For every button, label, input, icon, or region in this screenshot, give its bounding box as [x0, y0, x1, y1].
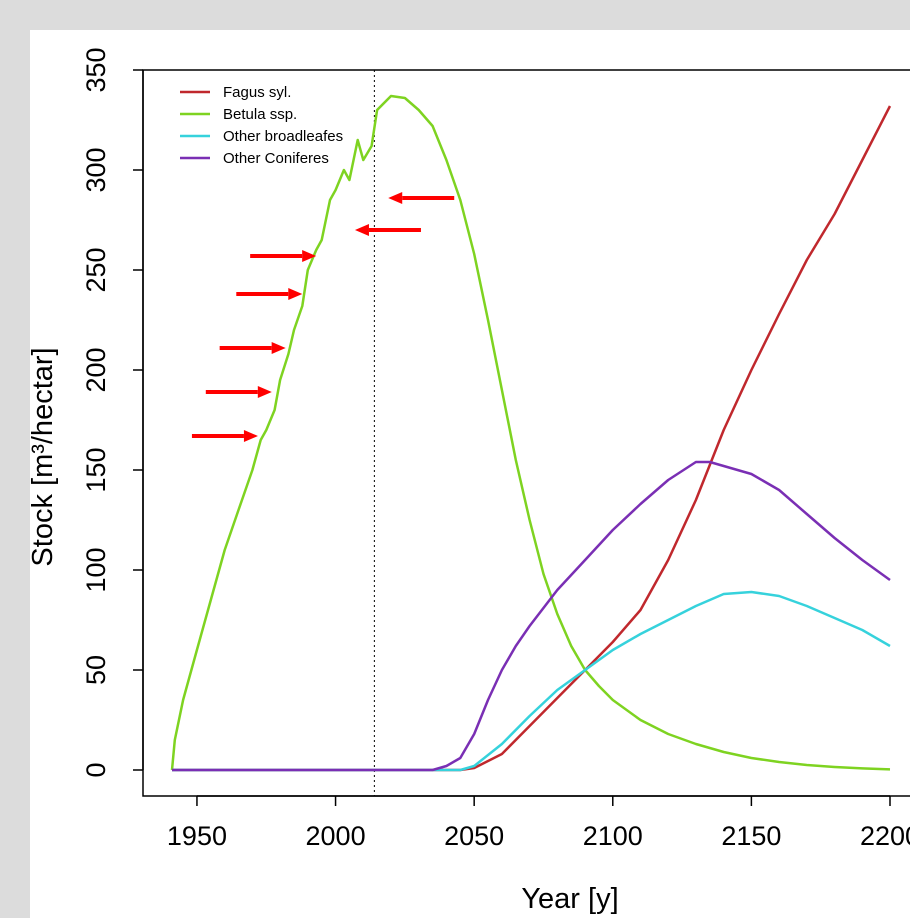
y-tick-label: 0	[81, 762, 111, 777]
x-tick-label: 2150	[721, 821, 781, 851]
line-chart: 0 50 100 150 200 250 300 350 1950 2000 2050 2100 21…	[30, 47, 910, 915]
plot-area-border	[142, 69, 910, 797]
y-tick-label: 150	[81, 447, 111, 492]
legend-label: Fagus syl.	[223, 84, 291, 101]
y-axis: 0 50 100 150 200 250 300 350	[81, 47, 144, 778]
annotation-arrow	[236, 288, 303, 300]
annotation-arrow	[219, 342, 286, 354]
annotation-arrow	[205, 386, 272, 398]
arrow-head	[243, 430, 258, 442]
legend-label: Other Coniferes	[223, 150, 329, 167]
arrow-head	[388, 192, 403, 204]
series-line-2	[172, 590, 891, 772]
x-tick-label: 2000	[306, 821, 366, 851]
y-tick-label: 200	[81, 347, 111, 392]
x-axis-title: Year [y]	[521, 883, 618, 915]
series-line-0	[172, 105, 892, 772]
x-tick-label: 2050	[444, 821, 504, 851]
y-tick-label: 350	[81, 47, 111, 92]
legend-label: Other broadleafes	[223, 128, 343, 145]
x-axis: 1950 2000 2050 2100 2150 2200	[167, 795, 910, 851]
annotation-arrows	[191, 192, 455, 442]
series-line-1	[170, 94, 891, 771]
legend-label: Betula ssp.	[223, 106, 297, 123]
arrow-head	[288, 288, 303, 300]
arrow-head	[271, 342, 286, 354]
series-line-3	[172, 460, 891, 772]
x-tick-label: 2200	[860, 821, 910, 851]
y-axis-title: Stock [m³/hectar]	[30, 347, 59, 566]
x-tick-label: 2100	[583, 821, 643, 851]
annotation-arrow	[191, 430, 258, 442]
legend: Fagus syl. Betula ssp. Other broadleafes Ot…	[180, 84, 343, 167]
series-layer	[170, 94, 892, 772]
x-tick-label: 1950	[167, 821, 227, 851]
arrow-head	[302, 250, 317, 262]
y-tick-label: 250	[81, 247, 111, 292]
y-tick-label: 50	[81, 655, 111, 685]
chart-panel: 0 50 100 150 200 250 300 350 1950 2000 2050 2100 21…	[30, 30, 910, 918]
y-tick-label: 300	[81, 147, 111, 192]
annotation-arrow	[354, 224, 421, 236]
y-tick-label: 100	[81, 547, 111, 592]
annotation-arrow	[250, 250, 317, 262]
annotation-arrow	[388, 192, 455, 204]
arrow-head	[257, 386, 272, 398]
arrow-head	[354, 224, 369, 236]
